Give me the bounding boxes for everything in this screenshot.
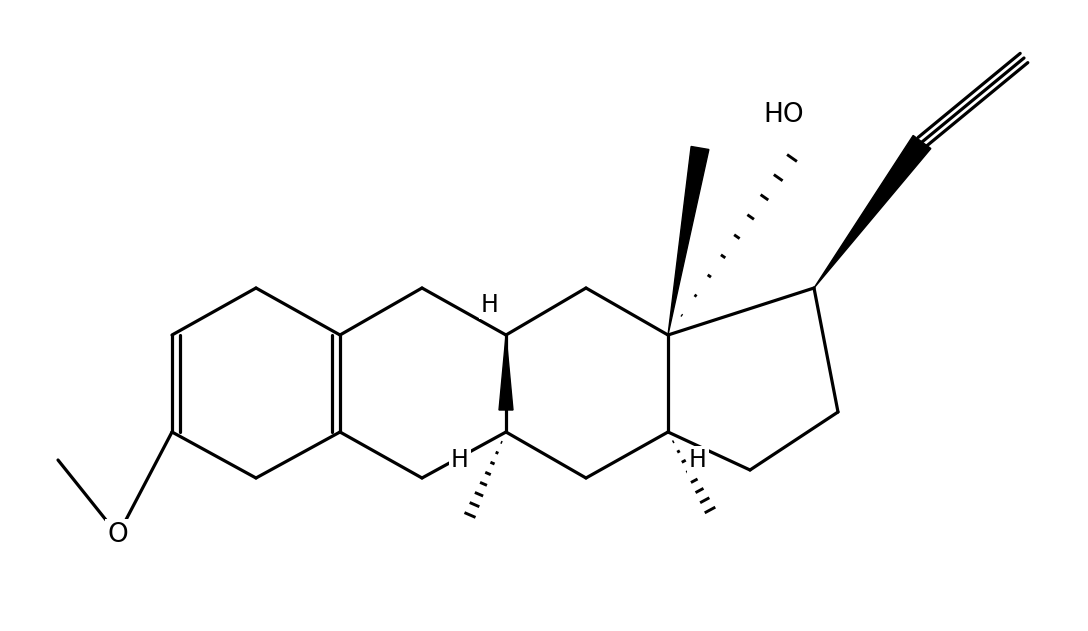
Polygon shape bbox=[814, 136, 931, 288]
Text: HO: HO bbox=[764, 102, 804, 128]
Polygon shape bbox=[499, 335, 514, 410]
Polygon shape bbox=[668, 146, 709, 335]
Text: O: O bbox=[108, 522, 128, 548]
Text: H: H bbox=[452, 448, 469, 472]
Text: H: H bbox=[481, 293, 499, 317]
Text: H: H bbox=[689, 448, 707, 472]
